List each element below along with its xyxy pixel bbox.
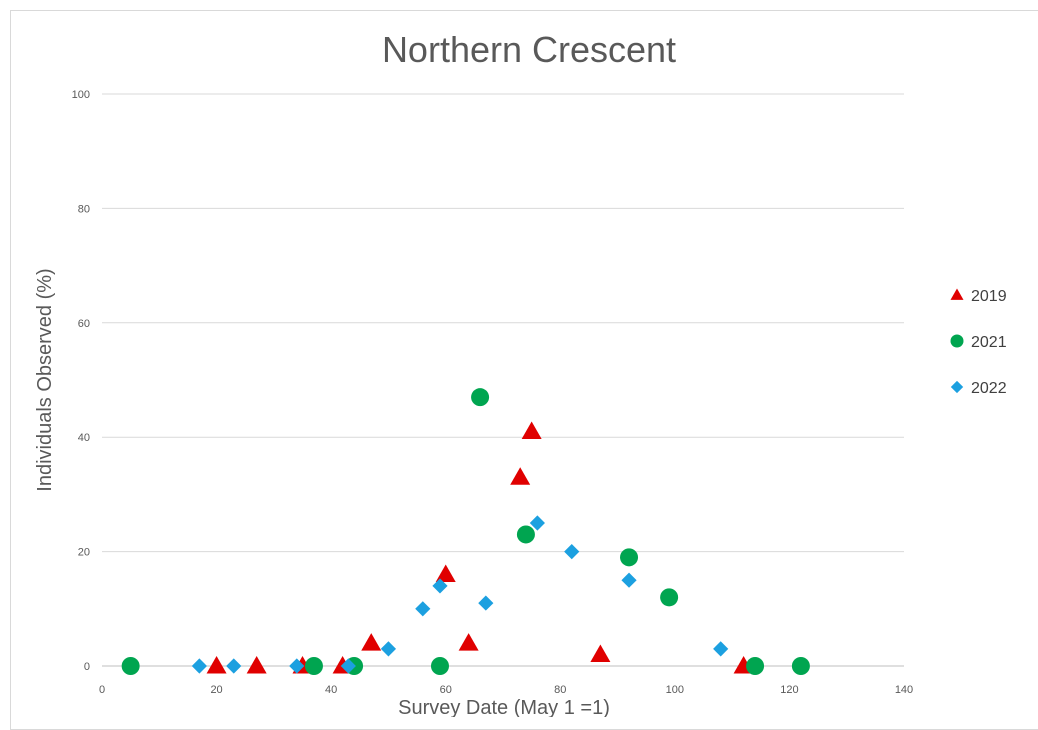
data-point-2022 [289, 658, 305, 674]
legend-marker-2021 [950, 334, 964, 348]
x-tick-label: 80 [554, 684, 566, 696]
legend-label-2021: 2021 [971, 334, 1007, 351]
x-tick-label: 40 [325, 684, 337, 696]
y-tick-label: 80 [78, 203, 90, 215]
data-point-2021 [304, 657, 323, 675]
data-point-2022 [564, 544, 580, 560]
data-point-2022 [191, 658, 207, 674]
x-tick-label: 20 [210, 684, 222, 696]
y-tick-label: 20 [78, 547, 90, 559]
data-point-2022 [340, 658, 356, 674]
data-point-2021 [660, 588, 679, 607]
data-point-2019 [510, 467, 531, 485]
data-point-2021 [430, 657, 449, 675]
x-tick-label: 0 [99, 684, 105, 696]
data-point-2022 [415, 601, 431, 617]
data-point-2019 [246, 656, 267, 674]
tick-label-layer: 0 20 40 60 80 100 0 20 40 60 80 100 120 140 [72, 89, 914, 696]
data-point-2019 [435, 564, 456, 582]
data-point-2019 [361, 633, 382, 651]
grid-layer [102, 93, 904, 667]
legend-label-2019: 2019 [971, 288, 1007, 305]
chart-title: Northern Crescent [382, 29, 676, 70]
y-tick-label: 60 [78, 318, 90, 330]
y-tick-label: 0 [84, 661, 90, 673]
legend-marker-2019 [950, 288, 964, 300]
data-point-2022 [226, 658, 242, 674]
data-point-2022 [478, 595, 494, 611]
x-axis-title: Survey Date (May 1 =1) [398, 697, 610, 717]
legend-marker-2022 [950, 380, 964, 394]
y-tick-label: 100 [72, 89, 90, 101]
data-point-2019 [458, 633, 479, 651]
data-point-2021 [121, 657, 140, 675]
data-point-2019 [590, 644, 611, 663]
data-point-2021 [791, 657, 810, 675]
data-point-2019 [521, 421, 542, 439]
data-point-2021 [516, 525, 535, 544]
x-tick-label: 60 [440, 684, 452, 696]
legend-label-2022: 2022 [971, 380, 1007, 397]
data-point-2019 [206, 656, 227, 674]
data-point-2022 [529, 515, 545, 531]
x-tick-label: 120 [780, 684, 798, 696]
data-point-2022 [432, 578, 448, 594]
x-tick-label: 140 [895, 684, 913, 696]
data-point-layer [121, 388, 810, 675]
y-tick-label: 40 [78, 432, 90, 444]
x-tick-label: 100 [666, 684, 684, 696]
y-axis-title: Individuals Observed (%) [34, 268, 56, 491]
chart-frame [10, 10, 1038, 730]
legend: 2019 2021 2022 [950, 288, 1007, 397]
data-point-2022 [621, 572, 637, 588]
data-point-2021 [746, 657, 765, 675]
data-point-2022 [713, 641, 729, 657]
data-point-2022 [380, 641, 397, 657]
data-point-2021 [471, 388, 490, 407]
data-point-2021 [620, 548, 639, 567]
